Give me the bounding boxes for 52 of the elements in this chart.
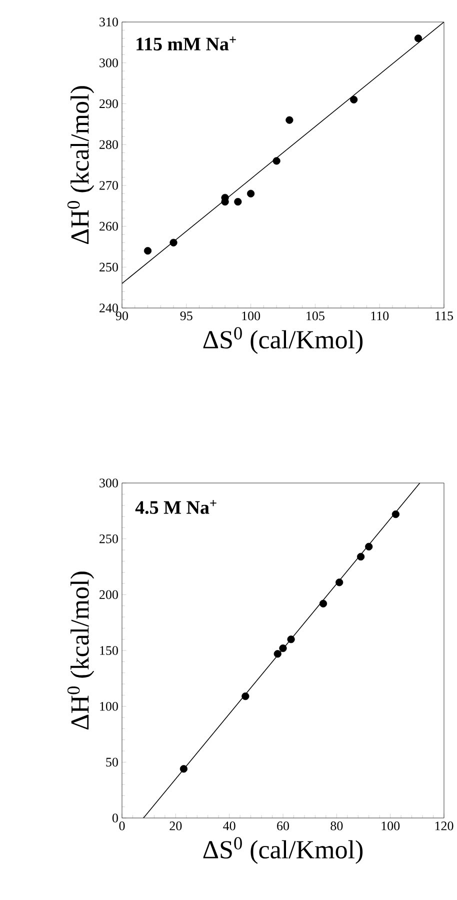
x-tick-label: 100 xyxy=(242,312,260,320)
x-tick-label: 90 xyxy=(116,312,128,320)
point xyxy=(272,157,280,165)
y-tick-label: 280 xyxy=(100,140,118,149)
y-tick-label: 200 xyxy=(100,590,118,600)
annotation: 4.5 M Na$^{+}$ xyxy=(135,500,216,514)
point xyxy=(287,636,295,644)
x-tick-label: 20 xyxy=(170,822,182,830)
x-axis-title: ΔS$^{0}$ (cal/Kmol) xyxy=(203,837,363,864)
annotation: 115 mM Na$^{+}$ xyxy=(136,36,236,50)
y-tick-label: 290 xyxy=(100,99,118,108)
x-tick-label: 105 xyxy=(306,312,324,320)
x-tick-label: 80 xyxy=(330,822,343,830)
x-tick-label: 115 xyxy=(436,312,453,320)
y-tick-label: 300 xyxy=(100,478,118,488)
x-tick-label: 110 xyxy=(371,312,389,320)
point xyxy=(242,692,250,700)
x-tick-label: 60 xyxy=(277,822,289,830)
point xyxy=(246,190,255,198)
point xyxy=(365,542,373,550)
x-axis-title: ΔS$^{0}$ (cal/Kmol) xyxy=(203,327,363,354)
y-axis-title: ΔH$^{0}$ (kcal/mol) xyxy=(67,572,94,730)
point xyxy=(274,650,282,658)
point xyxy=(414,34,422,42)
x-tick-label: 95 xyxy=(180,312,192,320)
y-tick-label: 0 xyxy=(112,814,118,822)
y-tick-label: 310 xyxy=(100,18,118,26)
y-tick-label: 100 xyxy=(100,702,118,711)
point xyxy=(350,96,358,104)
point xyxy=(356,552,365,560)
point xyxy=(319,600,328,608)
y-tick-label: 250 xyxy=(100,534,118,544)
y-tick-label: 240 xyxy=(100,304,118,312)
y-tick-label: 270 xyxy=(100,181,118,190)
point xyxy=(392,510,400,518)
point xyxy=(286,116,294,124)
x-tick-label: 100 xyxy=(382,822,400,830)
point xyxy=(144,247,152,255)
x-tick-label: 120 xyxy=(435,822,454,830)
point xyxy=(336,578,344,586)
x-tick-label: 0 xyxy=(119,822,125,830)
point xyxy=(234,198,242,206)
point xyxy=(170,238,178,246)
y-tick-label: 150 xyxy=(100,646,118,655)
y-tick-label: 300 xyxy=(100,58,118,68)
y-axis-title: ΔH$^{0}$ (kcal/mol) xyxy=(67,86,94,244)
y-tick-label: 260 xyxy=(100,222,118,231)
y-tick-label: 250 xyxy=(100,262,118,272)
x-tick-label: 40 xyxy=(223,822,236,830)
point xyxy=(279,644,287,652)
point xyxy=(180,765,188,773)
y-tick-label: 50 xyxy=(106,758,118,767)
